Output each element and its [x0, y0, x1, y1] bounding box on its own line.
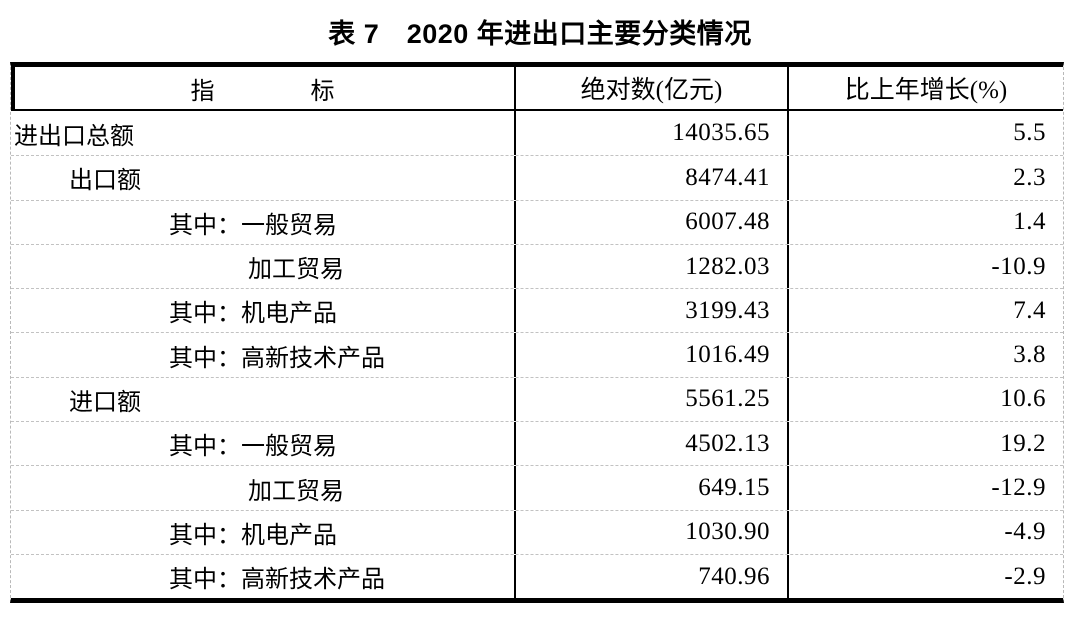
header-growth: 比上年增长(%): [844, 77, 1008, 104]
row-growth-value: 10.6: [1000, 385, 1046, 413]
table-row: 进出口总额 14035.65 5.5: [11, 111, 1063, 156]
row-growth-value: 19.2: [1000, 429, 1046, 457]
row-absolute-value: 6007.48: [514, 200, 789, 244]
table-row: 加工贸易 1282.03 -10.9: [11, 243, 1063, 289]
row-growth-value: 5.5: [1013, 119, 1046, 147]
header-absolute: 绝对数(亿元): [514, 67, 789, 109]
row-indicator: 其中：一般贸易: [169, 434, 337, 461]
row-indicator: 进出口总额: [14, 123, 134, 150]
import-export-table: 指 标 绝对数(亿元) 比上年增长(%) 进出口总额 14035.65 5.5 …: [10, 62, 1064, 604]
header-indicator: 指 标: [190, 78, 335, 105]
table-body: 进出口总额 14035.65 5.5 出口额 8474.41 2.3 其中：一般…: [11, 111, 1063, 599]
row-absolute-value: 4502.13: [514, 422, 789, 466]
row-growth-value: -2.9: [1004, 562, 1046, 590]
table-row: 其中：高新技术产品 740.96 -2.9: [11, 553, 1063, 599]
row-indicator: 加工贸易: [248, 478, 344, 505]
row-absolute-value: 1282.03: [514, 244, 789, 289]
row-growth-value: -10.9: [991, 252, 1046, 280]
row-growth-value: 7.4: [1013, 296, 1046, 324]
row-indicator: 出口额: [69, 168, 141, 195]
row-growth-value: 1.4: [1013, 208, 1046, 236]
row-indicator: 其中：高新技术产品: [169, 567, 385, 594]
row-indicator: 进口额: [69, 389, 141, 416]
row-indicator: 其中：机电产品: [169, 301, 337, 328]
row-absolute-value: 8474.41: [514, 156, 789, 200]
row-absolute-value: 14035.65: [514, 111, 789, 156]
row-growth-value: -4.9: [1004, 518, 1046, 546]
table-row: 其中：一般贸易 6007.48 1.4: [11, 199, 1063, 244]
row-absolute-value: 649.15: [514, 466, 789, 510]
row-indicator: 其中：高新技术产品: [169, 345, 385, 372]
row-indicator: 加工贸易: [248, 257, 344, 284]
row-absolute-value: 740.96: [514, 554, 789, 599]
row-absolute-value: 1030.90: [514, 510, 789, 554]
table-row: 其中：机电产品 3199.43 7.4: [11, 288, 1063, 333]
row-growth-value: 2.3: [1013, 163, 1046, 191]
row-absolute-value: 3199.43: [514, 289, 789, 333]
row-indicator: 其中：机电产品: [169, 522, 337, 549]
table-row: 加工贸易 649.15 -12.9: [11, 465, 1063, 510]
table-row: 出口额 8474.41 2.3: [11, 155, 1063, 200]
row-indicator: 其中：一般贸易: [169, 212, 337, 239]
row-growth-value: 3.8: [1013, 341, 1046, 369]
table-row: 其中：机电产品 1030.90 -4.9: [11, 509, 1063, 554]
table-row: 进口额 5561.25 10.6: [11, 376, 1063, 422]
table-row: 其中：高新技术产品 1016.49 3.8: [11, 332, 1063, 377]
row-growth-value: -12.9: [991, 474, 1046, 502]
row-absolute-value: 1016.49: [514, 333, 789, 377]
table-header-row: 指 标 绝对数(亿元) 比上年增长(%): [11, 67, 1063, 111]
table-row: 其中：一般贸易 4502.13 19.2: [11, 421, 1063, 466]
page-title: 表 7 2020 年进出口主要分类情况: [328, 19, 752, 49]
row-absolute-value: 5561.25: [514, 377, 789, 422]
